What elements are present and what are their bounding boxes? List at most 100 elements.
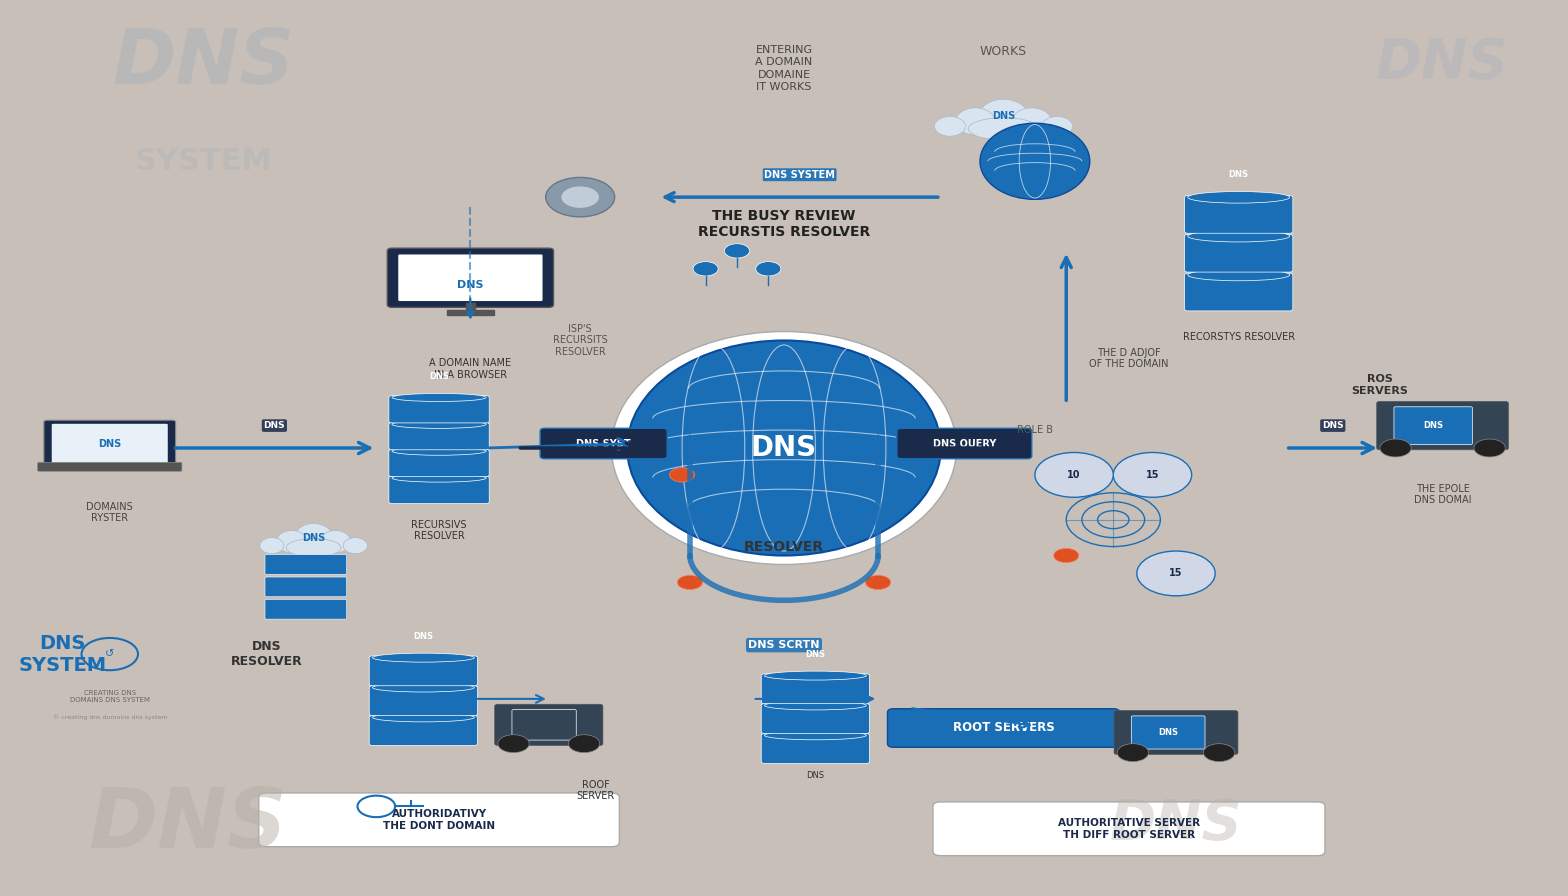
Text: AUTHORITATIVE SERVER
TH DIFF ROOT SERVER: AUTHORITATIVE SERVER TH DIFF ROOT SERVER	[1058, 818, 1200, 840]
Circle shape	[1113, 452, 1192, 497]
Circle shape	[1054, 548, 1079, 563]
Circle shape	[670, 468, 695, 482]
Text: DNS: DNS	[806, 771, 825, 780]
FancyBboxPatch shape	[933, 802, 1325, 856]
Ellipse shape	[764, 701, 866, 710]
Circle shape	[866, 575, 891, 590]
Ellipse shape	[373, 713, 474, 722]
Ellipse shape	[980, 123, 1090, 200]
FancyBboxPatch shape	[52, 424, 168, 464]
Ellipse shape	[955, 108, 996, 135]
FancyBboxPatch shape	[539, 428, 668, 459]
FancyBboxPatch shape	[370, 685, 477, 716]
Ellipse shape	[320, 530, 351, 553]
Circle shape	[677, 575, 702, 590]
Text: RECORSTYS RESOLVER: RECORSTYS RESOLVER	[1182, 332, 1295, 341]
Text: DNS SYST: DNS SYST	[577, 438, 630, 449]
Circle shape	[724, 244, 750, 258]
Text: © creating dns domains dns system: © creating dns domains dns system	[53, 714, 166, 719]
Ellipse shape	[1011, 108, 1052, 135]
FancyBboxPatch shape	[1185, 195, 1292, 233]
Ellipse shape	[392, 447, 486, 455]
Text: ROS
SERVERS: ROS SERVERS	[1352, 375, 1408, 396]
Text: 10: 10	[1068, 470, 1080, 480]
Text: DNS: DNS	[806, 650, 825, 659]
Text: WORKS: WORKS	[980, 45, 1027, 58]
FancyBboxPatch shape	[1394, 407, 1472, 444]
Circle shape	[561, 186, 599, 208]
FancyBboxPatch shape	[1113, 711, 1237, 754]
FancyBboxPatch shape	[762, 703, 869, 734]
Ellipse shape	[1189, 230, 1289, 242]
Text: DNS: DNS	[1424, 421, 1443, 430]
Text: DNS: DNS	[303, 532, 325, 543]
FancyBboxPatch shape	[265, 555, 347, 574]
Text: ↺: ↺	[105, 649, 114, 659]
Text: DOMAINS
RYSTER: DOMAINS RYSTER	[86, 502, 133, 523]
Text: ENTERING
A DOMAIN
DOMAINE
IT WORKS: ENTERING A DOMAIN DOMAINE IT WORKS	[756, 45, 812, 92]
Ellipse shape	[1189, 192, 1289, 203]
Circle shape	[693, 262, 718, 276]
Text: DNS SCRTN: DNS SCRTN	[748, 640, 820, 650]
FancyBboxPatch shape	[259, 793, 619, 847]
FancyBboxPatch shape	[370, 716, 477, 745]
Ellipse shape	[295, 523, 332, 552]
Bar	[447, 310, 494, 315]
Text: CREATING DNS
DOMAINS DNS SYSTEM: CREATING DNS DOMAINS DNS SYSTEM	[69, 690, 151, 703]
Ellipse shape	[612, 332, 956, 564]
Text: ISP'S
RECURSITS
RESOLVER: ISP'S RECURSITS RESOLVER	[554, 323, 607, 358]
Ellipse shape	[392, 420, 486, 428]
Text: ROLE B: ROLE B	[1018, 425, 1052, 435]
Text: ROOT SERVERS: ROOT SERVERS	[953, 721, 1054, 734]
Text: AUTHORIDATIVY
THE DONT DOMAIN: AUTHORIDATIVY THE DONT DOMAIN	[383, 809, 495, 831]
Text: 15: 15	[1146, 470, 1159, 480]
FancyBboxPatch shape	[897, 428, 1032, 459]
FancyBboxPatch shape	[887, 709, 1120, 747]
FancyBboxPatch shape	[389, 450, 489, 477]
Bar	[466, 303, 475, 312]
Text: DNS
RESOLVER: DNS RESOLVER	[230, 640, 303, 668]
Text: DNS: DNS	[1377, 36, 1508, 90]
Text: DNS: DNS	[1110, 797, 1242, 851]
Text: SYSTEM: SYSTEM	[135, 147, 273, 176]
Ellipse shape	[967, 117, 1038, 140]
Text: DNS: DNS	[1322, 421, 1344, 430]
Circle shape	[756, 262, 781, 276]
Text: DNS: DNS	[993, 111, 1014, 122]
Circle shape	[568, 735, 599, 753]
FancyBboxPatch shape	[38, 462, 182, 471]
Text: DNS SYSTEM: DNS SYSTEM	[764, 169, 836, 180]
FancyBboxPatch shape	[387, 248, 554, 307]
Ellipse shape	[392, 393, 486, 401]
FancyBboxPatch shape	[389, 477, 489, 504]
Text: THE D ADJOF
OF THE DOMAIN: THE D ADJOF OF THE DOMAIN	[1090, 348, 1168, 369]
Text: A DOMAIN NAME
IN A BROWSER: A DOMAIN NAME IN A BROWSER	[430, 358, 511, 380]
FancyBboxPatch shape	[511, 710, 577, 740]
Circle shape	[1035, 452, 1113, 497]
Text: DNS: DNS	[414, 632, 433, 641]
FancyBboxPatch shape	[495, 704, 602, 745]
Ellipse shape	[276, 530, 307, 553]
Ellipse shape	[627, 340, 941, 556]
FancyBboxPatch shape	[1132, 716, 1204, 749]
Circle shape	[1137, 551, 1215, 596]
Text: THE EPOLE
DNS DOMAI: THE EPOLE DNS DOMAI	[1414, 484, 1471, 505]
Ellipse shape	[764, 731, 866, 740]
Ellipse shape	[373, 653, 474, 662]
FancyBboxPatch shape	[1185, 235, 1292, 272]
Text: DNS
SYSTEM: DNS SYSTEM	[19, 633, 107, 675]
FancyBboxPatch shape	[44, 420, 176, 468]
FancyBboxPatch shape	[762, 674, 869, 703]
Ellipse shape	[764, 671, 866, 680]
Ellipse shape	[373, 683, 474, 692]
Text: DNS: DNS	[89, 784, 287, 865]
Text: DNS: DNS	[458, 280, 483, 290]
Text: THE BUSY REVIEW
RECURSTIS RESOLVER: THE BUSY REVIEW RECURSTIS RESOLVER	[698, 209, 870, 239]
Circle shape	[1116, 744, 1148, 762]
Text: DNS: DNS	[751, 434, 817, 462]
Circle shape	[497, 735, 528, 753]
FancyBboxPatch shape	[370, 656, 477, 685]
Text: DNS: DNS	[263, 421, 285, 430]
Circle shape	[1474, 439, 1505, 457]
FancyBboxPatch shape	[265, 577, 347, 597]
